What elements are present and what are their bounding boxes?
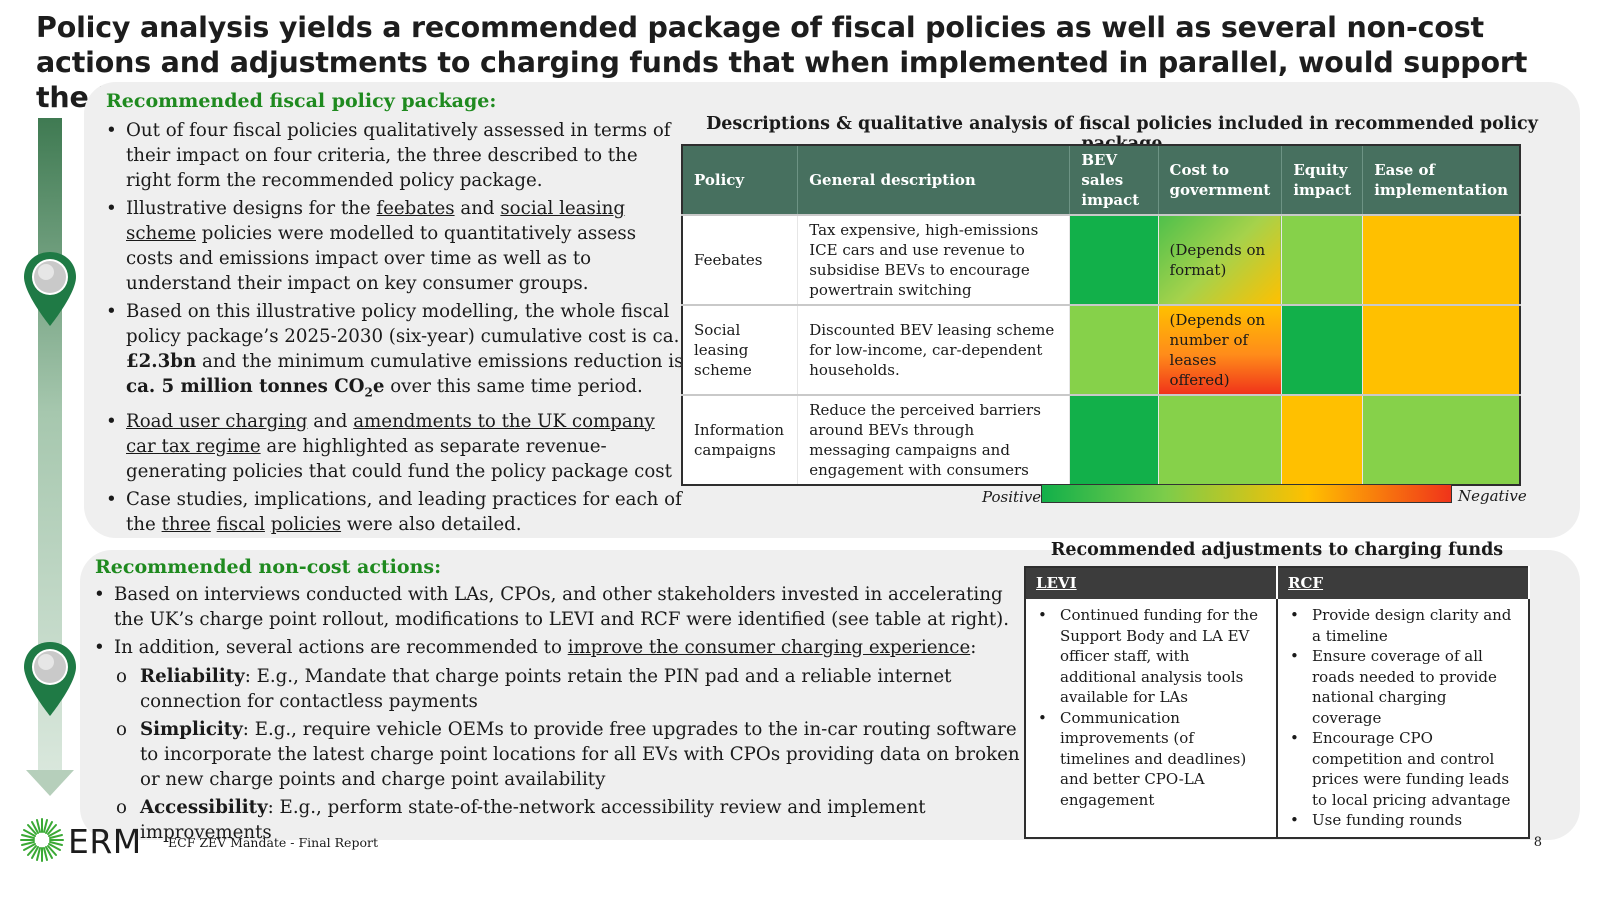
fiscal-link[interactable]: fiscal [216,513,265,535]
list-item: Illustrative designs for the feebates an… [104,196,686,296]
list-item: Based on interviews conducted with LAs, … [92,582,1030,632]
list-item: Communication improvements (of timelines… [1034,708,1268,811]
ease-rating-cell [1362,214,1521,305]
report-name: ECF ZEV Mandate - Final Report [168,835,378,850]
company-car-tax-link[interactable]: amendments to the UK company car tax reg… [126,410,655,457]
list-item: Accessibility: E.g., perform state-of-th… [116,795,1030,845]
list-item: Encourage CPO competition and control pr… [1286,728,1520,810]
ease-rating-cell [1362,304,1521,395]
table-row: Social leasing scheme Discounted BEV lea… [682,304,1521,395]
equity-rating-cell [1281,214,1364,305]
list-item: Reliability: E.g., Mandate that charge p… [116,664,1030,714]
noncost-heading: Recommended non-cost actions: [95,556,442,578]
list-item: Ensure coverage of all roads needed to p… [1286,646,1520,728]
column-header: LEVI [1025,567,1278,599]
policy-description: Tax expensive, high-emissions ICE cars a… [797,214,1071,305]
slide-title: Policy analysis yields a recommended pac… [36,11,1528,114]
policy-name: Social leasing scheme [682,304,799,395]
emissions-figure: ca. 5 million tonnes CO2e [126,376,385,400]
feebates-link[interactable]: feebates [376,198,455,219]
column-header: Policy [682,145,799,215]
cost-rating-cell: (Depends on number of leases offered) [1158,304,1283,395]
policies-link[interactable]: policies [270,513,342,535]
ease-rating-cell [1362,394,1521,485]
noncost-bullet-list: Based on interviews conducted with LAs, … [92,582,1030,848]
list-item: Out of four fiscal policies qualitativel… [104,118,686,193]
erm-logo-icon [20,818,64,862]
column-header: Equity impact [1281,145,1364,215]
column-header: General description [797,145,1071,215]
cost-figure: £2.3bn [126,351,197,372]
bev-sales-rating-cell [1069,304,1159,395]
page-number: 8 [1533,835,1542,850]
charging-experience-link[interactable]: improve the consumer charging experience [567,637,971,658]
map-pin-icon [24,642,76,716]
equity-rating-cell [1281,304,1364,395]
column-header: Ease of implementation [1362,145,1521,215]
list-item: Use funding rounds [1286,810,1520,831]
action-sublist: Reliability: E.g., Mandate that charge p… [116,664,1030,845]
list-item: Continued funding for the Support Body a… [1034,605,1268,708]
list-item: Based on this illustrative policy modell… [104,299,686,406]
list-item: Road user charging and amendments to the… [104,409,686,484]
map-pin-icon [24,252,76,326]
list-item: Case studies, implications, and leading … [104,487,686,537]
policy-name: Feebates [682,214,799,305]
social-leasing-link[interactable]: social leasing scheme [126,198,626,244]
road-user-charging-link[interactable]: Road user charging [126,410,308,432]
bev-sales-rating-cell [1069,394,1159,485]
funds-table-caption: Recommended adjustments to charging fund… [1050,540,1504,560]
rcf-cell: Provide design clarity and a timeline En… [1277,599,1530,838]
legend-positive-label: Positive [982,488,1042,506]
table-row: Information campaigns Reduce the perceiv… [682,394,1521,485]
fiscal-policy-table: Policy General description BEV sales imp… [681,144,1521,486]
table-row: Feebates Tax expensive, high-emissions I… [682,214,1521,305]
cost-rating-cell [1158,394,1283,485]
timeline-arrow-icon [26,770,74,796]
legend-gradient-bar [1041,484,1452,503]
policy-description: Discounted BEV leasing scheme for low-in… [797,304,1071,395]
policy-name: Information campaigns [682,394,799,485]
timeline [22,118,82,818]
list-item: Simplicity: E.g., require vehicle OEMs t… [116,717,1030,792]
column-header: RCF [1277,567,1530,599]
fiscal-heading: Recommended fiscal policy package: [106,90,497,112]
policy-description: Reduce the perceived barriers around BEV… [797,394,1071,485]
charging-funds-table: LEVI RCF Continued funding for the Suppo… [1024,566,1530,839]
equity-rating-cell [1281,394,1364,485]
bev-sales-rating-cell [1069,214,1159,305]
table-row: Continued funding for the Support Body a… [1025,599,1530,838]
list-item: Provide design clarity and a timeline [1286,605,1520,646]
column-header: BEV sales impact [1069,145,1159,215]
column-header: Cost to government [1158,145,1283,215]
fiscal-bullet-list: Out of four fiscal policies qualitativel… [104,118,686,540]
three-link[interactable]: three [161,513,211,535]
cost-rating-cell: (Depends on format) [1158,214,1283,305]
levi-cell: Continued funding for the Support Body a… [1025,599,1278,838]
logo-wordmark: ERM [68,822,142,861]
legend-negative-label: Negative [1458,487,1527,505]
list-item: In addition, several actions are recomme… [92,635,1030,845]
